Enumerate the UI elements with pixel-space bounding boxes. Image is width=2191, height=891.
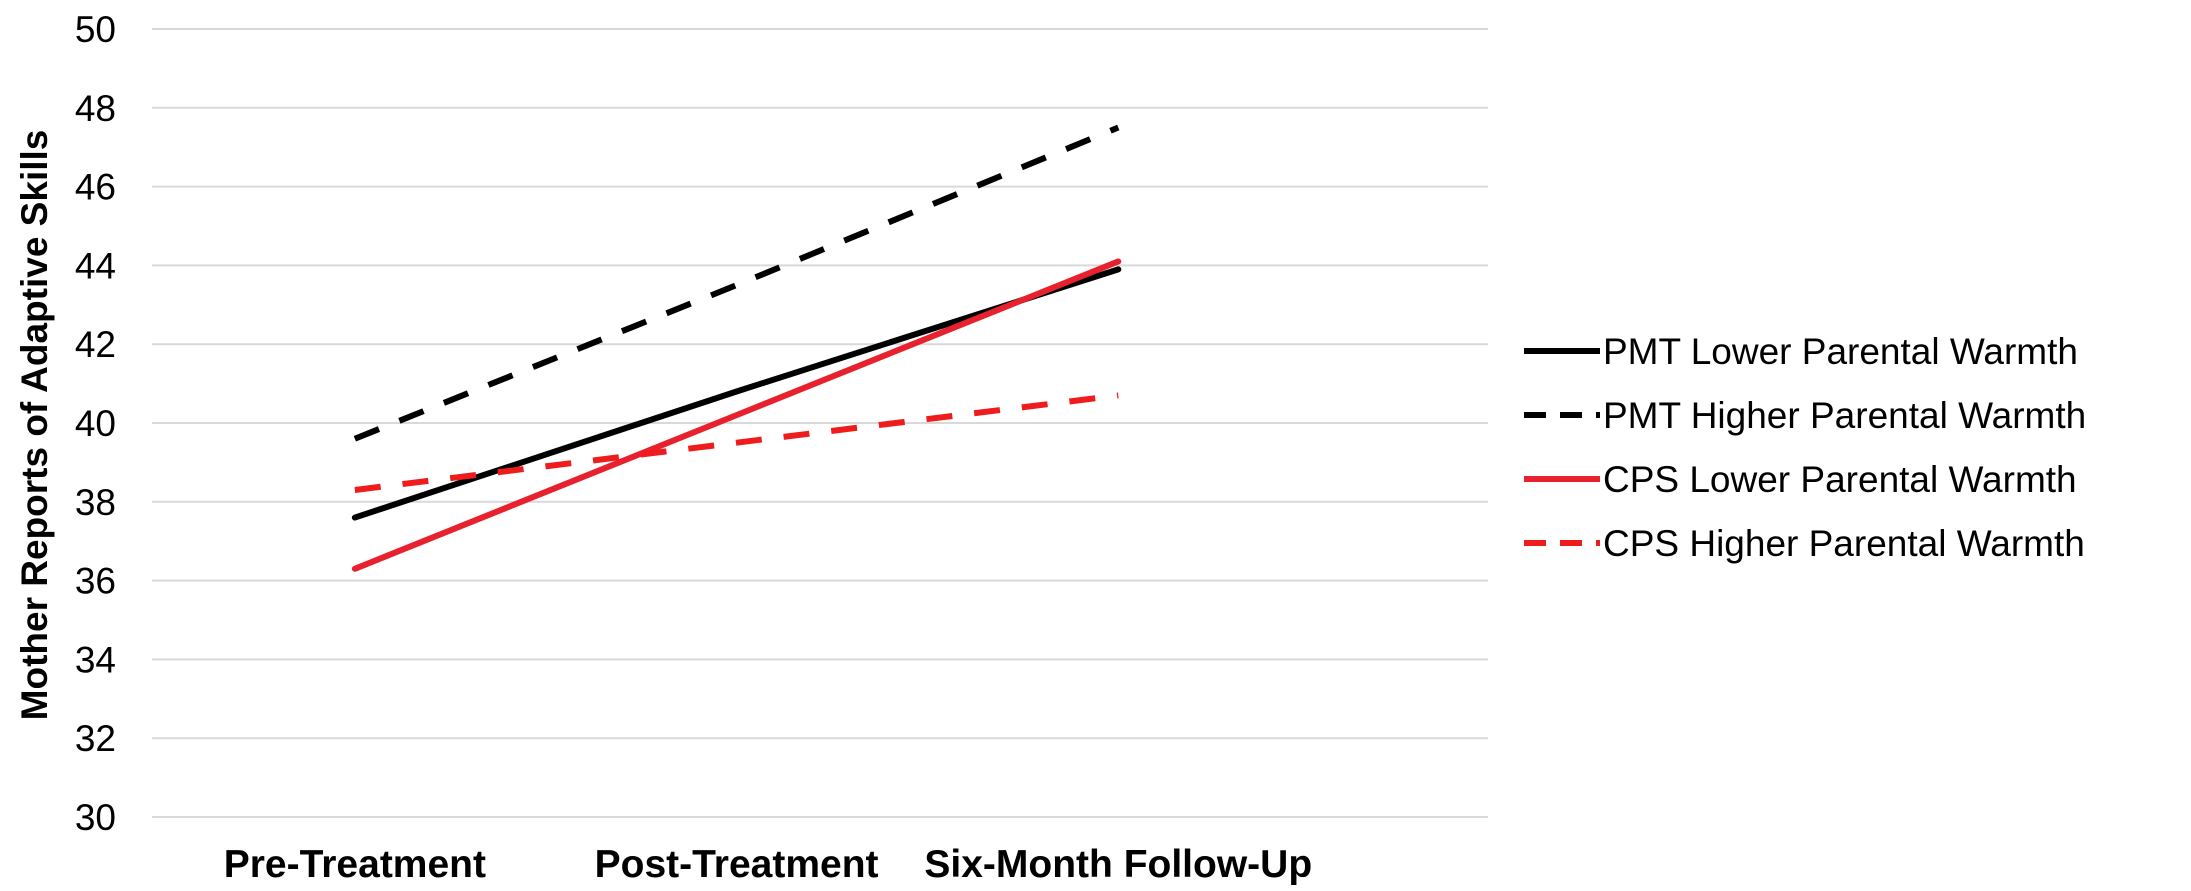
y-tick-label: 38 [75,482,116,523]
legend-label: CPS Lower Parental Warmth [1603,459,2077,500]
series-line-3 [354,392,1119,493]
legend-label: PMT Higher Parental Warmth [1603,395,2086,436]
legend: PMT Lower Parental Warmth PMT Higher Pare… [1524,331,2086,564]
gridlines [152,28,1488,818]
x-tick-label: Pre-Treatment [224,843,486,886]
y-tick-label: 50 [75,9,116,50]
y-axis-label: Mother Reports of Adaptive Skills [14,130,55,721]
y-tick-label: 36 [75,561,116,602]
x-tick-label: Post-Treatment [595,843,879,886]
y-tick-label: 40 [75,403,116,444]
legend-label: CPS Higher Parental Warmth [1603,523,2085,564]
y-tick-label: 32 [75,718,116,759]
series-line-2 [351,258,1122,572]
y-tick-label: 42 [75,324,116,365]
series-lines [351,124,1122,572]
y-tick-label: 44 [75,245,116,286]
y-tick-label: 46 [75,167,116,208]
x-axis-ticks: Pre-Treatment Post-Treatment Six-Month Fol… [224,843,1312,886]
legend-label: PMT Lower Parental Warmth [1603,331,2078,372]
y-tick-label: 34 [75,639,116,680]
y-tick-label: 48 [75,88,116,129]
y-tick-label: 30 [75,797,116,838]
x-tick-label: Six-Month Follow-Up [924,843,1312,886]
series-line-1 [353,124,1120,442]
y-axis-ticks: 30 32 34 36 38 40 42 44 46 48 50 [75,9,116,838]
